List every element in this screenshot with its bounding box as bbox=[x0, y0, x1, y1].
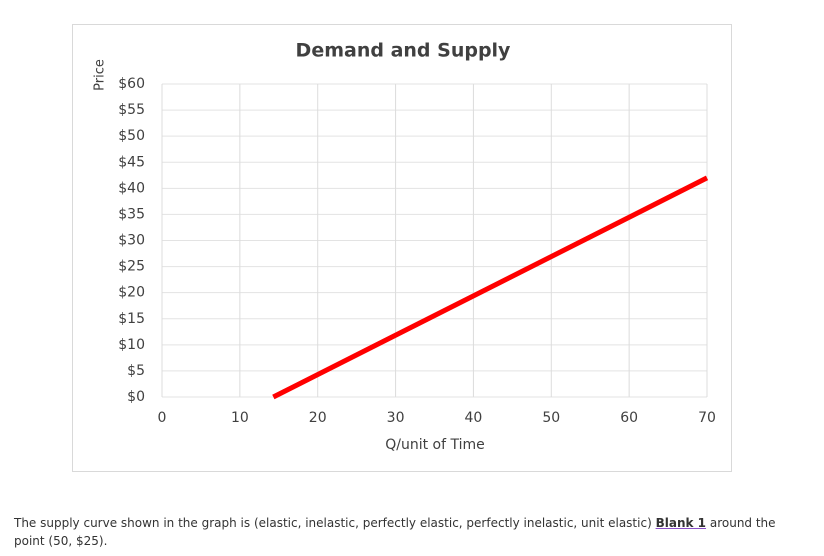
chart-frame bbox=[72, 24, 732, 472]
y-tick-label: $45 bbox=[118, 154, 145, 170]
y-axis-title: Price bbox=[93, 59, 108, 91]
y-tick-label: $35 bbox=[118, 206, 145, 222]
y-tick-label: $5 bbox=[127, 363, 145, 379]
y-tick-label: $55 bbox=[118, 102, 145, 118]
y-tick-label: $20 bbox=[118, 285, 145, 301]
question-text: The supply curve shown in the graph is (… bbox=[14, 514, 804, 550]
y-tick-label: $60 bbox=[118, 76, 145, 92]
y-tick-label: $50 bbox=[118, 128, 145, 144]
y-tick-label: $30 bbox=[118, 233, 145, 249]
x-tick-label: 20 bbox=[309, 410, 327, 426]
x-tick-label: 60 bbox=[620, 410, 638, 426]
y-tick-label: $15 bbox=[118, 311, 145, 327]
x-tick-label: 30 bbox=[387, 410, 405, 426]
y-tick-label: $0 bbox=[127, 389, 145, 405]
chart: Demand and Supply Q/unit of Time Price $… bbox=[93, 40, 716, 454]
x-axis-title: Q/unit of Time bbox=[385, 437, 485, 453]
question-before: The supply curve shown in the graph is (… bbox=[14, 516, 652, 530]
supply-line bbox=[272, 175, 709, 400]
x-tick-label: 10 bbox=[231, 410, 249, 426]
question-after: around the point (50, $25). bbox=[14, 516, 776, 548]
x-tick-label: 40 bbox=[465, 410, 483, 426]
blank[interactable]: Blank 1 bbox=[655, 516, 707, 530]
x-tick-label: 0 bbox=[158, 410, 167, 426]
y-tick-label: $25 bbox=[118, 259, 145, 275]
chart-title: Demand and Supply bbox=[296, 40, 512, 62]
y-tick-label: $10 bbox=[118, 337, 145, 353]
x-tick-label: 50 bbox=[542, 410, 560, 426]
x-tick-label: 70 bbox=[698, 410, 716, 426]
y-tick-label: $40 bbox=[118, 180, 145, 196]
